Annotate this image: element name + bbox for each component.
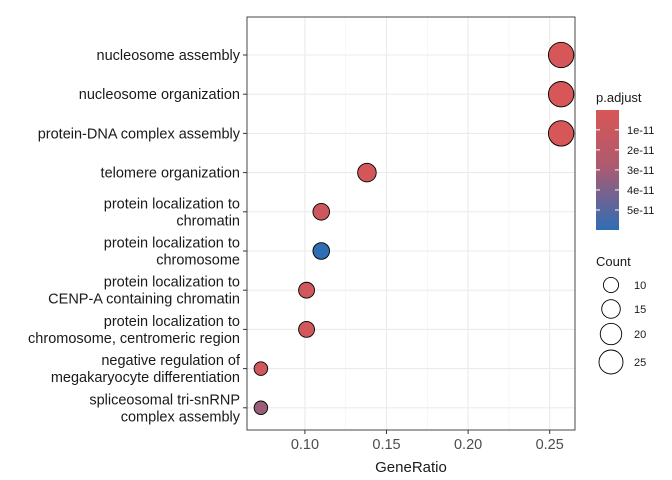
data-point [547, 41, 575, 69]
color-legend-label: 4e-11 [627, 185, 654, 197]
x-tick-label: 0.15 [372, 437, 400, 453]
data-point [298, 281, 315, 299]
grid-lines [247, 17, 575, 430]
color-legend-ticks: 1e-11 2e-11 3e-11 4e-11 5e-11 [596, 125, 654, 217]
x-axis: 0.10 0.15 0.20 0.25 [291, 430, 564, 453]
y-tick-label: chromosome, centromeric region [28, 331, 240, 347]
size-legend-key [598, 349, 624, 375]
y-tick-label: CENP-A containing chromatin [48, 292, 240, 308]
y-tick-label: negative regulation of [101, 353, 241, 369]
color-legend-label: 1e-11 [627, 125, 654, 137]
y-tick-label: protein-DNA complex assembly [38, 126, 241, 142]
y-tick-label: protein localization to [104, 236, 240, 252]
data-point [312, 203, 331, 221]
size-legend-key [599, 322, 623, 346]
y-tick-label: spliceosomal tri-snRNP [89, 392, 240, 408]
data-point [253, 400, 269, 416]
x-tick-label: 0.20 [454, 437, 482, 453]
size-legend-label: 25 [634, 357, 646, 369]
color-legend-label: 3e-11 [627, 165, 654, 177]
data-point [547, 120, 575, 147]
y-tick-label: protein localization to [104, 314, 240, 330]
data-point [312, 242, 331, 260]
panel-border [246, 16, 576, 431]
size-legend-label: 10 [634, 280, 646, 292]
y-axis: nucleosome assembly nucleosome organizati… [28, 48, 247, 425]
size-legend-label: 15 [634, 304, 646, 316]
y-tick-label: protein localization to [104, 196, 240, 212]
y-tick-label: megakaryocyte differentiation [51, 370, 240, 386]
data-point [298, 320, 315, 338]
data-point [253, 361, 269, 376]
data-point [547, 81, 575, 108]
x-axis-title: GeneRatio [375, 459, 447, 476]
data-point [357, 162, 377, 183]
color-legend-label: 5e-11 [627, 205, 654, 217]
color-legend-label: 2e-11 [627, 145, 654, 157]
color-legend: p.adjust 1e-11 2e-11 3e-11 4e-11 5e-11 [596, 90, 654, 230]
y-tick-label: protein localization to [104, 275, 240, 291]
y-tick-label: complex assembly [121, 409, 241, 425]
size-legend-key [601, 299, 621, 319]
data-points [253, 41, 575, 416]
y-tick-label: telomere organization [101, 166, 240, 182]
color-legend-title: p.adjust [596, 90, 642, 105]
size-legend-key [602, 276, 620, 294]
panel-background [247, 17, 575, 430]
y-tick-label: chromosome [156, 253, 240, 269]
size-legend-title: Count [596, 254, 631, 269]
color-legend-bar [596, 110, 619, 230]
size-legend-keys: 10 15 20 25 [598, 276, 646, 375]
y-tick-label: chromatin [176, 213, 240, 229]
x-tick-label: 0.10 [291, 437, 319, 453]
x-tick-label: 0.25 [536, 437, 564, 453]
size-legend-label: 20 [634, 329, 646, 341]
size-legend: Count 10 15 20 25 [596, 254, 646, 375]
y-tick-label: nucleosome organization [79, 87, 240, 103]
y-tick-label: nucleosome assembly [97, 48, 241, 64]
